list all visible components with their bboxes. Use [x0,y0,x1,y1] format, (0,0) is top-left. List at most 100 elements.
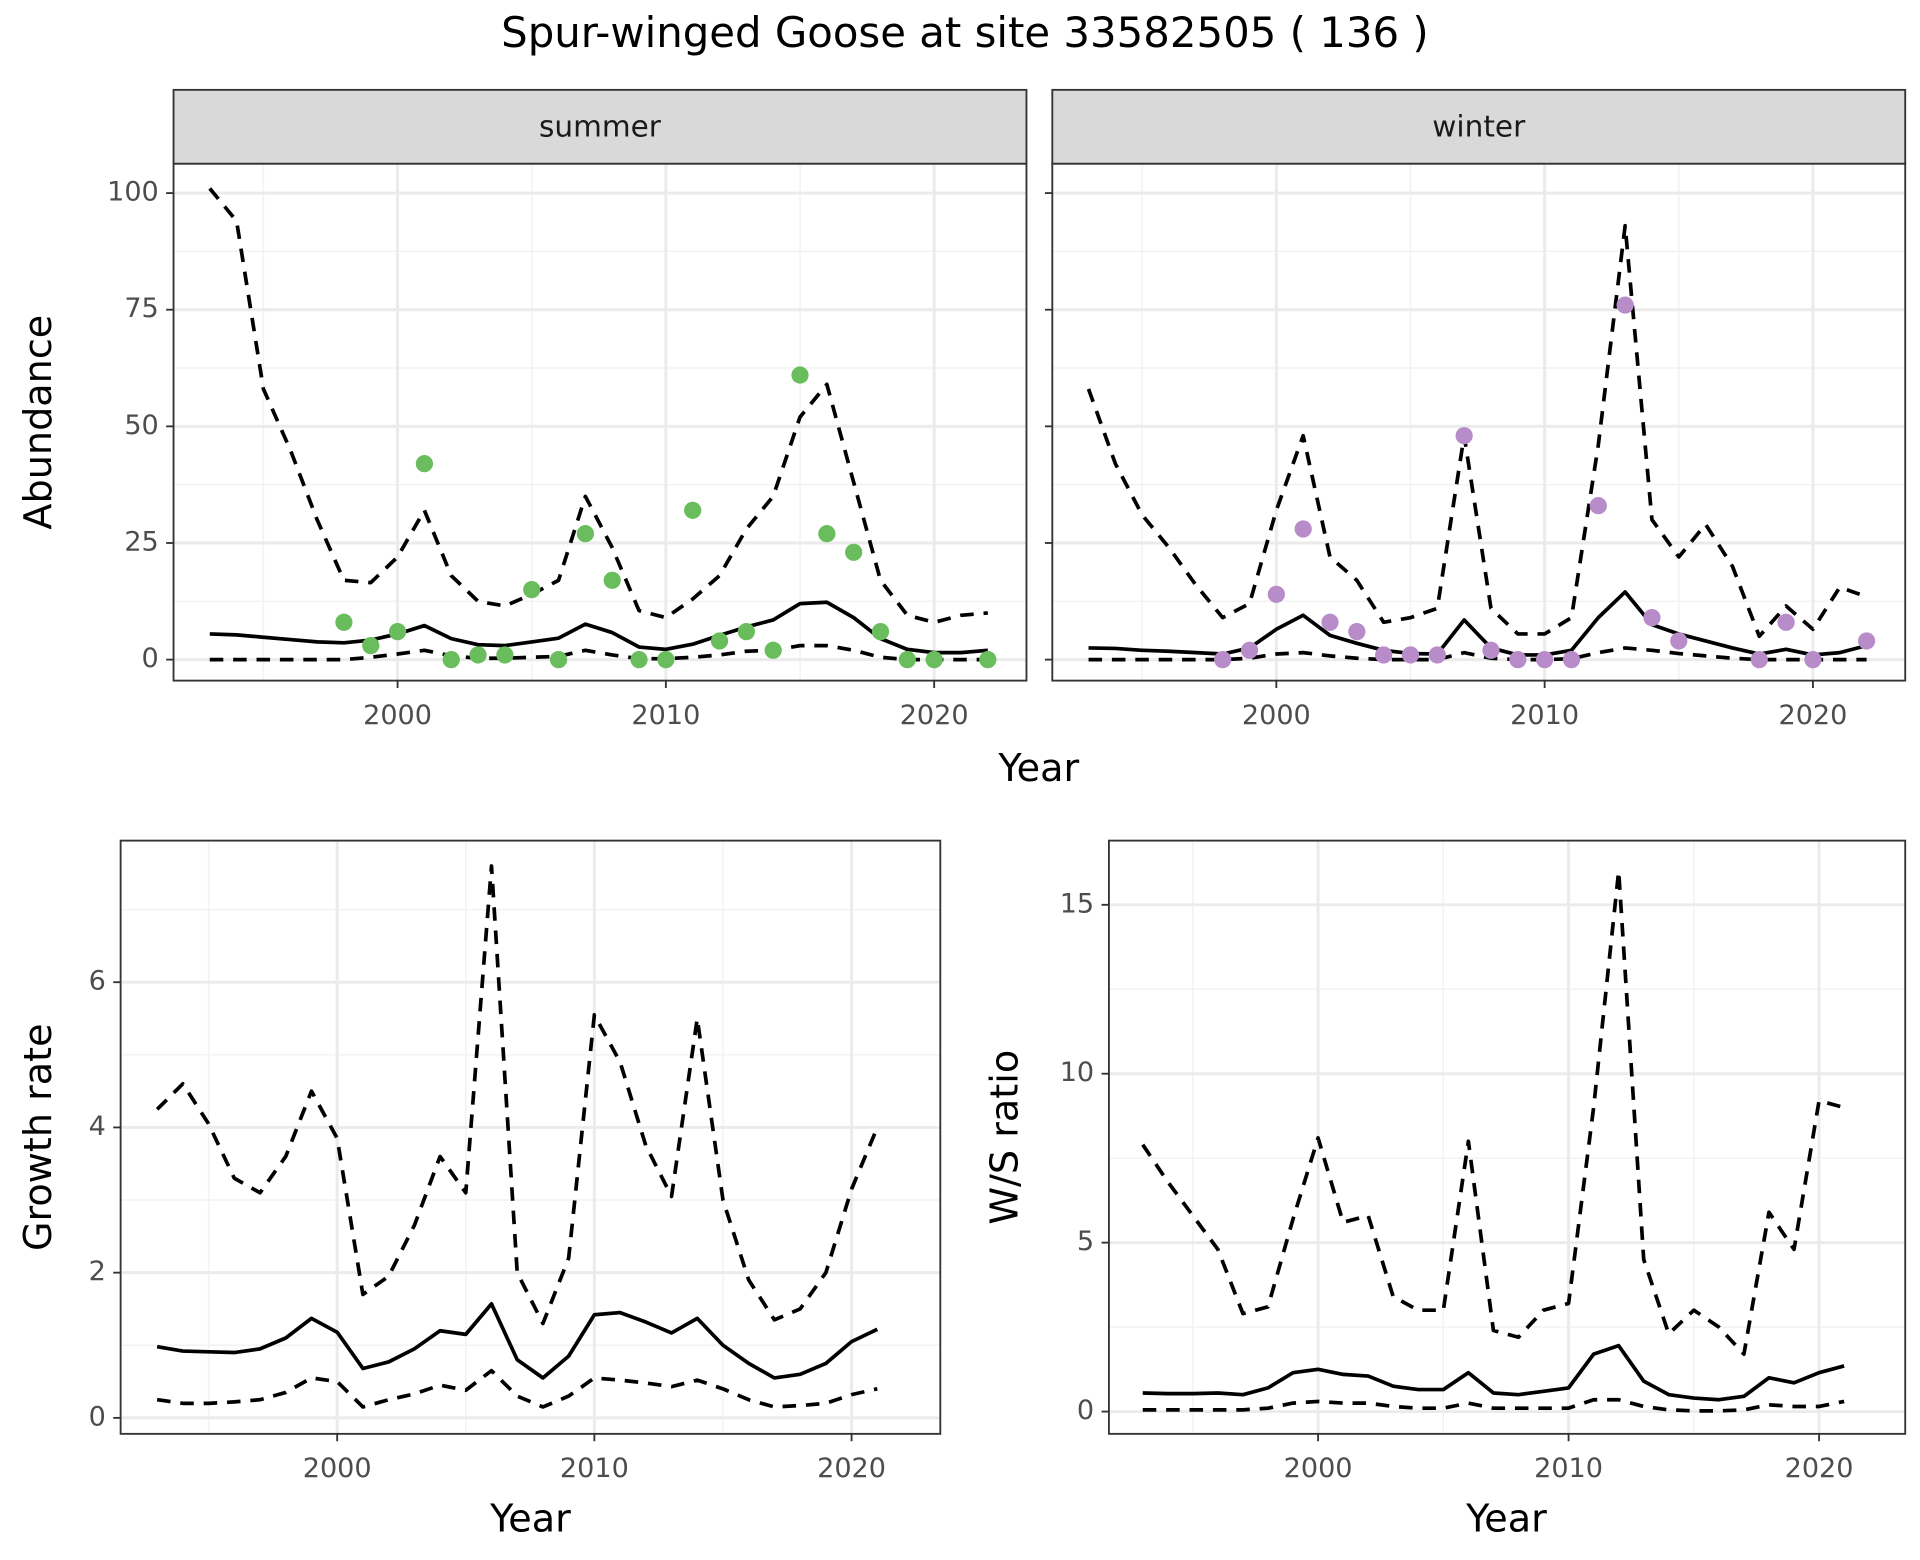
point [549,651,568,669]
x-tick-label: 2000 [303,1453,372,1484]
panel-background [173,163,1027,681]
y-axis-title: W/S ratio [982,1050,1026,1225]
dashed-line [208,187,988,625]
plot-area [1086,223,1876,669]
point [1857,632,1876,650]
strip-label: winter [1432,109,1526,143]
solid-line [1142,1343,1845,1402]
point [845,543,863,561]
point [1589,497,1607,515]
dashed-line [1086,223,1868,639]
point [1536,651,1554,669]
x-tick-label: 2000 [363,700,432,731]
solid-line [156,1302,879,1380]
point [871,623,890,641]
point [1482,641,1500,659]
plot-area [1141,869,1845,1413]
panel-background [1108,840,1906,1434]
point [1455,427,1473,445]
point [1616,296,1634,314]
x-axis-title: Year [1465,1497,1547,1541]
x-tick-label: 2010 [631,700,700,731]
point [925,651,943,669]
y-tick-label: 50 [124,410,158,441]
y-tick-label: 0 [89,1401,106,1432]
point [630,651,648,669]
point [684,501,702,519]
figure-title: Spur-winged Goose at site 33582505 ( 136… [501,8,1429,57]
y-tick-label: 5 [1077,1226,1094,1257]
y-tick-label: 6 [89,966,106,997]
x-tick-label: 2010 [1510,700,1579,731]
strip [172,88,1028,165]
point [523,581,541,599]
strip [1051,88,1907,165]
point [979,651,997,669]
x-tick-label: 2000 [1242,700,1311,731]
x-tick-label: 2000 [1284,1453,1353,1484]
point [1428,646,1446,664]
point [657,651,675,669]
point [469,646,487,664]
y-tick-label: 75 [124,293,158,324]
plot-area [155,864,879,1409]
dashed-line [1142,1397,1845,1413]
panel-border [119,839,942,1435]
plot-area [208,187,997,669]
y-tick-label: 100 [107,177,159,208]
y-tick-label: 0 [1077,1395,1094,1426]
y-axis-title: Abundance [16,315,60,530]
point [1750,651,1768,669]
point [791,366,809,384]
panel-border [1108,839,1907,1435]
point [1348,623,1366,641]
point [1804,651,1822,669]
point [1401,646,1420,664]
panel-background [1052,163,1906,681]
point [710,632,729,650]
y-axis-title: Growth rate [16,1023,60,1251]
point [1562,651,1581,669]
x-tick-label: 2020 [1778,700,1847,731]
point [818,525,836,543]
point [442,651,460,669]
x-tick-label: 2010 [560,1453,629,1484]
point [737,623,755,641]
point [1375,646,1393,664]
x-tick-label: 2020 [900,700,969,731]
x-tick-label: 2010 [1534,1453,1603,1484]
dashed-line [156,1368,878,1409]
dashed-line [209,643,988,662]
point [1321,613,1339,631]
point [1294,520,1312,538]
point [1777,613,1795,631]
point [764,641,782,659]
point [1240,641,1259,659]
y-tick-label: 10 [1060,1057,1094,1088]
point [1643,609,1661,627]
x-axis-title: Year [489,1497,571,1541]
x-tick-label: 2020 [817,1453,886,1484]
y-tick-label: 4 [89,1111,106,1142]
x-axis-title: Year [997,746,1079,790]
point [576,525,594,543]
point [1214,651,1232,669]
x-tick-label: 2020 [1785,1453,1854,1484]
point [388,623,407,641]
point [496,646,514,664]
point [898,651,916,669]
dashed-line [1141,869,1845,1356]
point [1267,585,1285,603]
strip-label: summer [539,109,662,143]
point [1509,651,1527,669]
y-tick-label: 0 [142,643,159,674]
y-tick-label: 2 [89,1256,106,1287]
solid-line [209,600,988,655]
y-tick-label: 15 [1060,888,1094,919]
point [603,571,621,589]
point [335,613,353,631]
point [362,637,380,655]
point [1670,632,1688,650]
